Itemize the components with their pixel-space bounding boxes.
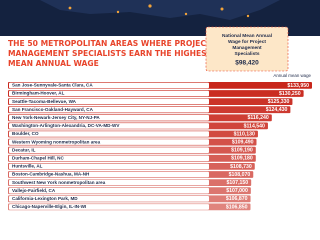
- value-label: $106,850: [226, 204, 248, 210]
- label-box: [9, 187, 209, 194]
- label-box: [9, 106, 209, 113]
- category-label: Huntsville, AL: [12, 164, 43, 169]
- value-label: $114,540: [244, 123, 265, 129]
- label-box: [9, 204, 209, 210]
- category-label: Boulder, CO: [12, 131, 39, 136]
- value-label: $106,870: [226, 196, 248, 202]
- value-label: $109,180: [231, 156, 253, 162]
- title-line: THE 50 METROPOLITAN AREAS WHERE PROJECT M…: [8, 39, 213, 68]
- category-label: Decatur, IL: [12, 147, 36, 152]
- value-label: $108,070: [229, 172, 251, 178]
- callout-value: $98,420: [235, 60, 259, 67]
- label-box: [9, 90, 209, 97]
- label-box: [9, 155, 209, 162]
- callout-text: National Mean Annual Wage for Project Mana…: [222, 33, 272, 57]
- value-label: $124,430: [266, 107, 288, 113]
- value-label: $125,330: [268, 99, 290, 105]
- category-label: Boston-Cambridge-Nashua, MA-NH: [12, 172, 90, 177]
- label-box: [9, 196, 209, 202]
- map-land: [40, 0, 280, 20]
- label-box: [9, 115, 209, 121]
- label-box: [9, 98, 209, 105]
- category-label: Southwest New York nonmetropolitan area: [12, 180, 106, 185]
- category-label: Birmingham-Hoover, AL: [12, 91, 65, 96]
- label-box: [9, 179, 209, 186]
- value-label: $107,150: [227, 180, 249, 186]
- label-box: [9, 82, 209, 89]
- infographic: THE 50 METROPOLITAN AREAS WHERE PROJECT M…: [0, 0, 320, 211]
- category-label: Chicago-Naperville-Elgin, IL-IN-WI: [12, 204, 86, 209]
- label-box: [9, 171, 209, 178]
- value-label: $133,950: [287, 83, 309, 89]
- category-label: New York-Newark-Jersey City, NY-NJ-PA: [12, 115, 100, 120]
- category-label: San Jose-Sunnyvale-Santa Clara, CA: [12, 83, 93, 88]
- label-box: [9, 131, 209, 137]
- category-label: Seattle-Tacoma-Bellevue, WA: [12, 99, 77, 104]
- callout-box: [205, 26, 289, 72]
- value-label: $107,000: [226, 188, 248, 194]
- value-label: $116,240: [247, 115, 268, 121]
- value-label: $108,730: [230, 164, 252, 170]
- label-box: [9, 123, 209, 129]
- label-box: [9, 139, 209, 145]
- category-label: California-Lexington Park, MD: [12, 196, 78, 201]
- label-box: [9, 147, 209, 153]
- category-label: Western Wyoming nonmetropolitan area: [12, 139, 101, 144]
- category-label: Washington-Arlington-Alexandria, DC-VA-M…: [12, 123, 120, 128]
- category-label: Vallejo-Fairfield, CA: [12, 188, 56, 193]
- value-label: $109,190: [231, 148, 253, 154]
- value-label: $110,130: [234, 131, 255, 137]
- category-label: San Francisco-Oakland-Hayward, CA: [12, 107, 94, 112]
- value-label: $130,250: [279, 91, 301, 97]
- map-dots: [68, 4, 250, 18]
- label-box: [9, 163, 209, 170]
- bars: San Jose-Sunnyvale-Santa Clara, CA $133,9…: [8, 82, 312, 211]
- axis-label: Annual mean wage: [273, 73, 311, 78]
- category-label: Durham-Chapel Hill, NC: [12, 156, 64, 161]
- value-label: $109,490: [232, 139, 254, 145]
